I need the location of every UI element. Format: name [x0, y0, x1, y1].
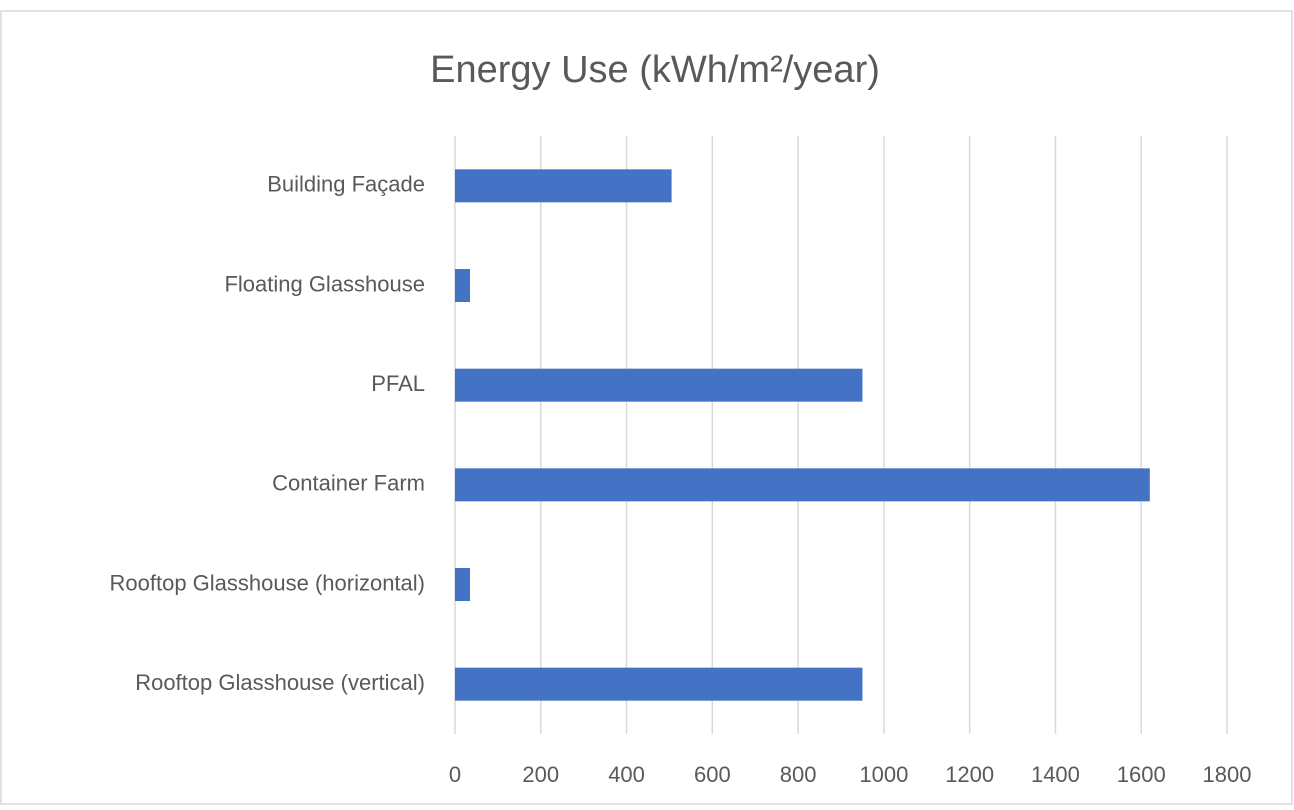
- x-tick-label: 400: [608, 762, 645, 787]
- y-tick-label: Rooftop Glasshouse (horizontal): [110, 570, 426, 595]
- x-tick-label: 1200: [945, 762, 994, 787]
- x-tick-label: 1000: [859, 762, 908, 787]
- bar: [455, 269, 471, 302]
- bar: [455, 468, 1150, 502]
- y-tick-label: Container Farm: [272, 471, 425, 496]
- x-tick-label: 800: [780, 762, 817, 787]
- y-tick-label: Building Façade: [267, 172, 425, 197]
- y-tick-label: PFAL: [371, 371, 425, 396]
- bar: [455, 667, 863, 701]
- bar: [455, 368, 863, 402]
- x-tick-label: 200: [522, 762, 559, 787]
- y-tick-label: Rooftop Glasshouse (vertical): [135, 670, 425, 695]
- x-tick-label: 1400: [1031, 762, 1080, 787]
- x-tick-label: 1800: [1203, 762, 1252, 787]
- x-tick-label: 0: [449, 762, 461, 787]
- y-tick-label: Floating Glasshouse: [224, 271, 425, 296]
- bar: [455, 169, 672, 203]
- chart-title: Energy Use (kWh/m²/year): [430, 49, 880, 91]
- x-tick-label: 600: [694, 762, 731, 787]
- x-tick-label: 1600: [1117, 762, 1166, 787]
- bar: [455, 568, 471, 601]
